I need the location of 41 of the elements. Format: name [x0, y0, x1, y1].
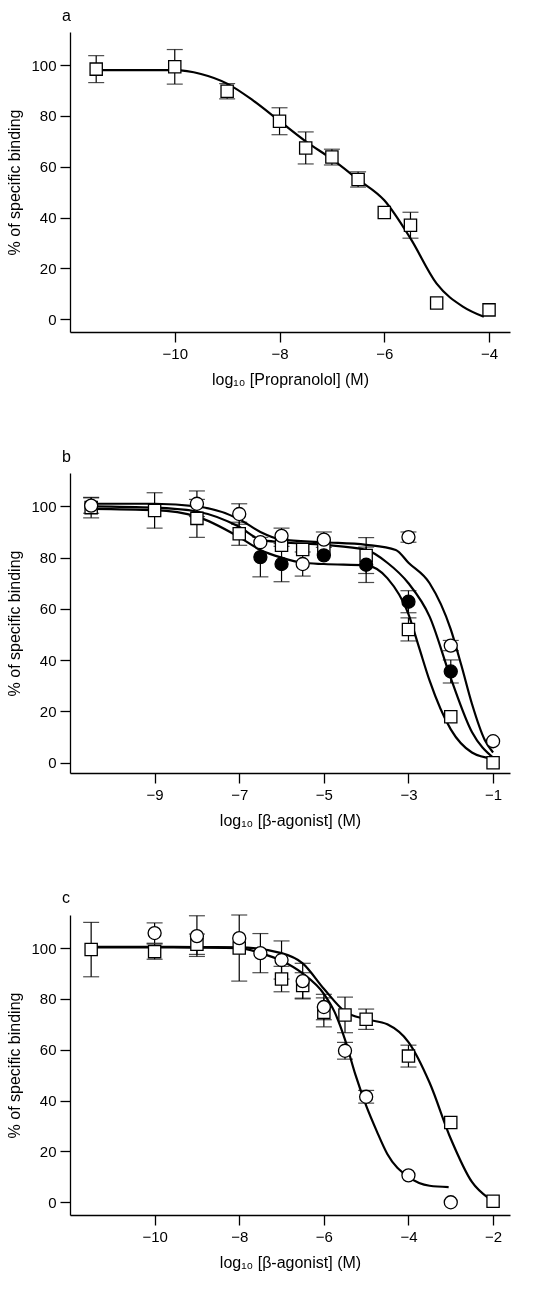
x-tick-label: −5 [315, 785, 333, 803]
chart-title: c [62, 889, 70, 907]
y-tick-label: 100 [31, 497, 57, 515]
y-tick-label: 40 [39, 209, 57, 227]
x-tick-label: −4 [400, 1227, 418, 1245]
x-tick-label: −10 [162, 344, 188, 362]
y-tick-label: 100 [31, 939, 57, 957]
x-tick-label: −8 [271, 344, 289, 362]
y-tick-label: 20 [39, 259, 57, 277]
chart-title: b [62, 448, 71, 465]
y-axis-title: % of specific binding [6, 550, 24, 697]
y-tick-label: 20 [39, 1142, 57, 1160]
y-tick-label: 0 [48, 1193, 57, 1211]
y-axis-title: % of specific binding [6, 109, 24, 256]
y-tick-label: 60 [39, 158, 57, 176]
x-tick-label: −2 [485, 1227, 503, 1245]
x-tick-label: −1 [485, 785, 503, 803]
x-tick-label: −6 [376, 344, 394, 362]
y-tick-label: 80 [39, 107, 57, 125]
y-tick-label: 0 [48, 310, 57, 328]
x-tick-label: −9 [146, 785, 164, 803]
y-tick-label: 40 [39, 651, 57, 669]
x-tick-label: −8 [231, 1227, 249, 1245]
y-tick-label: 80 [39, 990, 57, 1008]
y-tick-label: 100 [31, 56, 57, 74]
y-tick-label: 0 [48, 754, 57, 772]
x-axis-title: log₁₀ [β-agonist] (M) [219, 811, 362, 829]
y-tick-label: 80 [39, 549, 57, 567]
y-tick-label: 60 [39, 600, 57, 618]
x-tick-label: −3 [400, 785, 418, 803]
y-tick-label: 40 [39, 1092, 57, 1110]
y-axis-title: % of specific binding [6, 992, 24, 1139]
chart-title: a [62, 7, 71, 24]
x-tick-label: −4 [480, 344, 499, 362]
x-axis-title: log₁₀ [β-agonist] (M) [219, 1253, 362, 1271]
x-tick-label: −7 [231, 785, 249, 803]
y-tick-label: 60 [39, 1041, 57, 1059]
x-axis-title: log₁₀ [Propranolol] (M) [212, 370, 369, 388]
x-tick-label: −6 [315, 1227, 333, 1245]
x-tick-label: −10 [142, 1227, 168, 1245]
y-tick-label: 20 [39, 702, 57, 720]
